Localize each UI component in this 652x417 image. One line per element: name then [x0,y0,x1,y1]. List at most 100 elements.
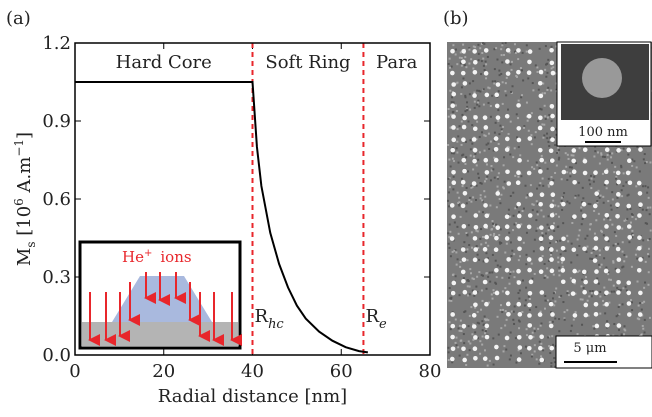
noise [589,290,592,293]
noise [531,166,534,169]
noise [539,182,542,185]
dot [450,70,455,76]
noise [530,355,533,358]
noise [601,299,604,302]
noise [468,82,471,85]
noise [487,244,490,247]
noise [498,198,501,201]
noise [481,299,484,302]
noise [646,206,649,209]
noise [638,170,641,173]
dot [473,355,478,361]
noise [475,285,478,288]
dot [527,267,532,273]
noise [568,202,571,205]
noise [614,267,617,270]
noise [512,214,515,217]
noise [616,196,619,199]
noise [456,225,459,228]
noise [485,177,488,180]
noise [558,156,561,159]
dot [537,147,543,153]
scale-label: 100 nm [578,125,628,140]
dot [495,191,501,196]
noise [532,250,535,253]
noise [465,210,468,213]
noise [543,92,546,95]
dot [581,269,587,275]
noise [560,199,563,202]
noise [484,241,487,244]
noise [626,194,629,197]
dot [538,345,543,351]
noise [642,239,645,242]
noise [492,234,495,237]
noise [448,66,451,69]
noise [560,294,563,297]
noise [487,319,490,322]
noise [582,287,585,289]
noise [493,48,496,51]
noise [587,314,590,317]
noise [520,175,523,178]
noise [458,329,461,332]
dot [505,71,511,76]
noise [546,71,549,74]
noise [483,180,486,183]
dot [526,70,532,75]
noise [539,310,542,313]
noise [547,140,550,143]
noise [541,255,544,258]
noise [647,186,650,189]
noise [640,245,643,248]
noise [529,184,532,187]
noise [451,157,454,160]
noise [591,257,594,260]
noise [449,297,452,300]
noise [482,64,485,67]
dot [572,268,577,274]
dot [461,224,467,229]
noise [592,180,595,183]
noise [636,280,639,283]
noise [593,327,596,330]
dot [483,125,489,130]
noise [612,244,615,247]
dot [548,148,554,154]
noise [567,240,570,243]
noise [452,175,455,178]
noise [480,131,483,134]
noise [482,274,485,277]
dot [593,311,599,317]
noise [516,136,519,139]
noise [499,309,502,312]
noise [476,103,479,106]
dot [537,125,543,131]
dot [549,247,554,252]
noise [492,363,495,366]
noise [491,220,494,223]
noise [626,217,629,220]
noise [581,298,584,301]
noise [491,228,494,231]
dot [506,181,512,186]
noise [624,329,627,332]
noise [518,289,521,292]
noise [618,313,621,316]
noise [461,185,464,188]
noise [495,47,498,50]
noise [477,59,480,62]
dot [450,346,456,352]
noise [502,350,505,353]
noise [497,90,500,93]
dot [472,290,478,295]
noise [552,297,555,300]
dot [626,301,632,306]
noise [633,160,636,163]
noise [483,149,486,152]
noise [460,92,463,95]
noise [508,276,511,279]
dot [550,192,556,198]
dot [549,203,555,209]
